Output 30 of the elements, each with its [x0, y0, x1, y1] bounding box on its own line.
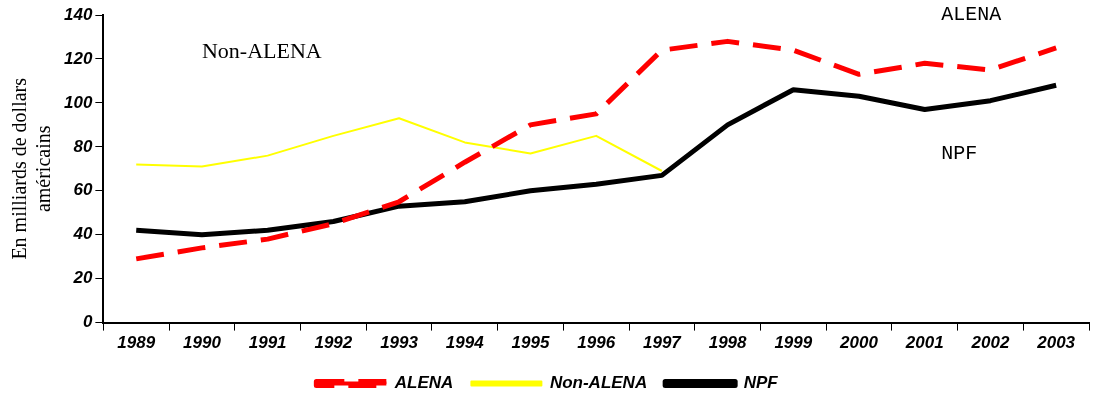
x-tick-label: 2002: [970, 333, 1010, 353]
x-tick-label: 1997: [642, 333, 683, 353]
annotation: NPF: [941, 141, 978, 165]
x-tick-label: 2000: [839, 333, 879, 353]
legend-label: Non-ALENA: [549, 373, 648, 393]
x-tick-label: 1992: [314, 333, 353, 353]
x-tick-label: 1995: [511, 333, 550, 353]
x-tick-label: 1996: [577, 333, 616, 353]
x-tick-label: 1989: [117, 333, 156, 353]
y-tick-label: 60: [73, 180, 93, 200]
y-tick-label: 120: [63, 48, 93, 68]
y-tick-label: 80: [73, 136, 93, 156]
x-tick-label: 1991: [248, 333, 287, 353]
x-tick-label: 1993: [380, 333, 419, 353]
x-tick-label: 2001: [904, 333, 944, 353]
x-tick-label: 1990: [183, 333, 222, 353]
legend-label: NPF: [743, 373, 779, 393]
x-tick-label: 1994: [445, 333, 485, 353]
y-tick-label: 20: [72, 268, 93, 288]
y-tick-label: 100: [63, 92, 93, 112]
x-tick-label: 1999: [774, 333, 813, 353]
y-tick-label: 140: [63, 4, 93, 24]
legend-label: ALENA: [393, 373, 454, 393]
y-tick-label: 0: [82, 312, 93, 332]
annotation: ALENA: [941, 3, 1002, 27]
x-tick-label: 1998: [708, 333, 748, 353]
annotation: Non-ALENA: [201, 37, 322, 63]
x-tick-label: 2003: [1036, 333, 1076, 353]
y-axis-title: En milliards de dollars américains: [8, 77, 55, 260]
y-tick-label: 40: [72, 224, 93, 244]
